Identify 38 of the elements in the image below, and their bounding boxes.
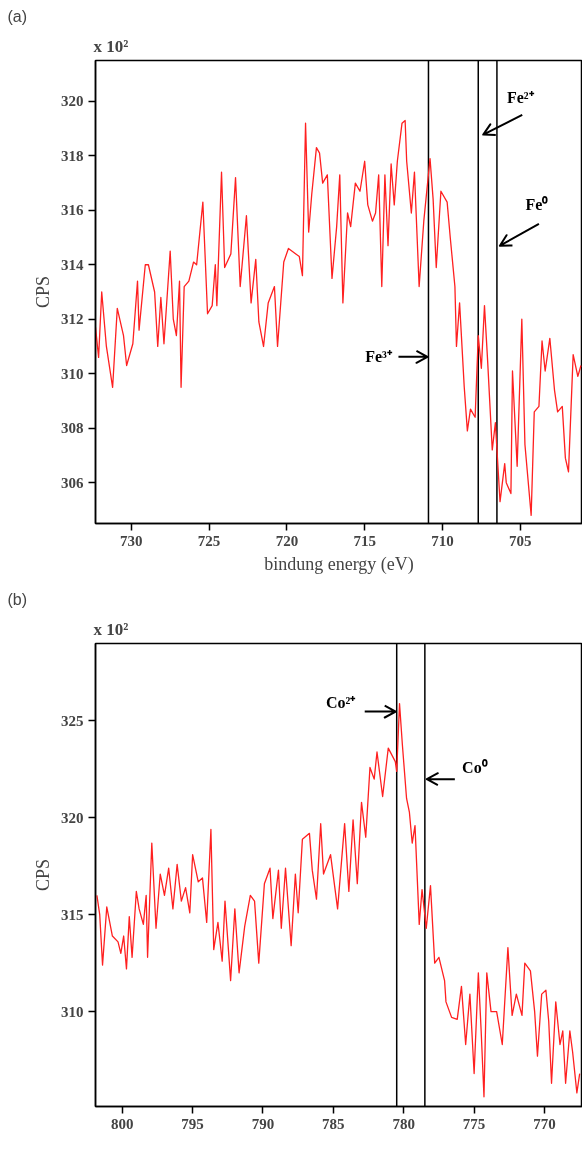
y-tick-label: 306: [61, 474, 84, 491]
ref-line-label: Co²⁺: [326, 694, 357, 712]
text: x 10²: [93, 36, 129, 56]
x-tick-label: 790: [251, 1115, 275, 1132]
x-tick-label: 795: [181, 1115, 204, 1132]
y-tick-label: 315: [61, 906, 84, 923]
line-series: [95, 119, 582, 516]
y-tick-label: 310: [61, 1003, 84, 1020]
ref-line-label: Fe²⁺: [506, 89, 535, 107]
y-tick-label: 312: [61, 311, 84, 328]
y-axis-title: CPS: [33, 275, 53, 309]
ref-line-label: Fe³⁺: [365, 348, 393, 366]
x-axis-title: bindung energy (eV): [264, 553, 414, 575]
x-tick-label: 775: [462, 1115, 486, 1132]
x-tick-label: 720: [275, 532, 299, 549]
x-tick-label: 780: [392, 1115, 415, 1132]
y-axis-title: CPS: [33, 858, 53, 892]
text: x 10²: [93, 619, 129, 639]
chart-title: (b): [7, 590, 28, 608]
y-tick-label: 308: [61, 420, 84, 437]
ref-line-label: Fe⁰: [525, 195, 549, 213]
ref-line-label: Co⁰: [462, 758, 488, 776]
y-tick-label: 316: [61, 202, 84, 219]
y-tick-label: 318: [61, 147, 84, 164]
x-tick-label: 770: [533, 1115, 556, 1132]
y-tick-label: 310: [61, 365, 84, 382]
x-tick-label: 710: [431, 532, 454, 549]
y-tick-label: 320: [61, 93, 84, 110]
y-tick-label: 325: [61, 712, 84, 729]
x-tick-label: 800: [110, 1115, 134, 1132]
x-tick-label: 705: [509, 532, 532, 549]
chart-title: (a): [7, 7, 28, 25]
x-tick-label: 730: [120, 532, 143, 549]
x-tick-label: 725: [197, 532, 221, 549]
y-tick-label: 314: [61, 256, 84, 273]
x-tick-label: 715: [353, 532, 376, 549]
x-tick-label: 785: [322, 1115, 345, 1132]
y-tick-label: 320: [61, 809, 84, 826]
